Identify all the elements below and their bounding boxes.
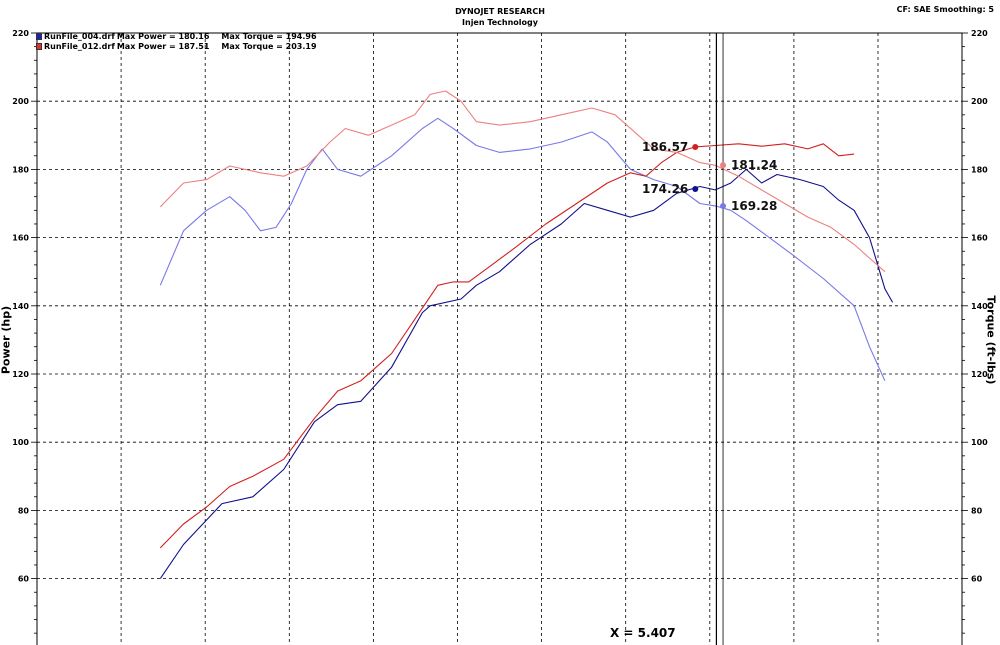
left-axis-tick-label: 60 (18, 575, 30, 584)
cursor-marker (692, 143, 699, 150)
series-line-torque-012 (159, 90, 886, 273)
settings-label: CF: SAE Smoothing: 5 (896, 5, 994, 14)
legend-entry-1: RunFile_004.drf Max Power = 180.16 Max T… (36, 32, 317, 41)
right-axis-tick-label: 60 (971, 575, 983, 584)
legend-file-1: RunFile_004.drf (44, 32, 115, 41)
cursor-marker (692, 185, 699, 192)
chart-subtitle: Injen Technology (462, 18, 538, 27)
legend-file-2: RunFile_012.drf (44, 42, 115, 51)
left-axis-tick-label: 80 (18, 506, 30, 515)
cursor-value-label: 169.28 (731, 199, 777, 213)
series-line-power-012 (159, 143, 855, 549)
legend-max-power-2: Max Power = 187.51 (116, 42, 210, 51)
right-axis-tick-label: 200 (971, 97, 988, 106)
left-axis-tick-label: 220 (12, 29, 29, 38)
right-axis-ticks: 60 80 100 120 140 160 180 200 220 (962, 29, 988, 634)
right-axis-tick-label: 80 (971, 506, 983, 515)
marker-layer: 186.57 181.24 174.26 169.28 (642, 140, 777, 213)
legend-swatch-1 (36, 33, 42, 40)
right-axis-tick-label: 220 (971, 29, 988, 38)
cursor-value-label: 181.24 (731, 158, 777, 172)
left-axis-ticks: 60 80 100 120 140 160 180 200 220 (12, 29, 37, 634)
right-axis-tick-label: 180 (971, 165, 988, 174)
series-line-torque-004 (159, 117, 886, 382)
left-axis-tick-label: 100 (12, 438, 29, 447)
cursor-readout: X = 5.407 (610, 626, 676, 640)
legend-max-power-1: Max Power = 180.16 (116, 32, 210, 41)
cursor-marker (720, 202, 727, 209)
left-axis-tick-label: 140 (12, 302, 29, 311)
left-axis-tick-label: 120 (12, 370, 29, 379)
right-axis-tick-label: 120 (971, 370, 988, 379)
legend-entry-2: RunFile_012.drf Max Power = 187.51 Max T… (36, 42, 317, 51)
y2-axis-label: Torque (ft-lbs) (984, 295, 998, 385)
y-axis-label: Power (hp) (0, 305, 13, 375)
left-axis-tick-label: 200 (12, 97, 29, 106)
right-axis-tick-label: 140 (971, 302, 988, 311)
legend-swatch-2 (36, 43, 42, 50)
left-axis-tick-label: 160 (12, 234, 29, 243)
plot-frame (36, 32, 963, 645)
chart-title: DYNOJET RESEARCH (455, 7, 545, 16)
legend-max-torque-1: Max Torque = 194.96 (221, 32, 317, 41)
cursor-marker (720, 162, 727, 169)
series-line-power-004 (159, 168, 894, 579)
cursor-value-label: 186.57 (642, 140, 688, 154)
left-axis-tick-label: 180 (12, 165, 29, 174)
cursor-value-label: 174.26 (642, 182, 688, 196)
legend-max-torque-2: Max Torque = 203.19 (221, 42, 317, 51)
chart-grid (36, 32, 963, 645)
cursor-layer (715, 33, 724, 645)
series-layer (159, 90, 894, 579)
right-axis-tick-label: 100 (971, 438, 988, 447)
right-axis-tick-label: 160 (971, 234, 988, 243)
